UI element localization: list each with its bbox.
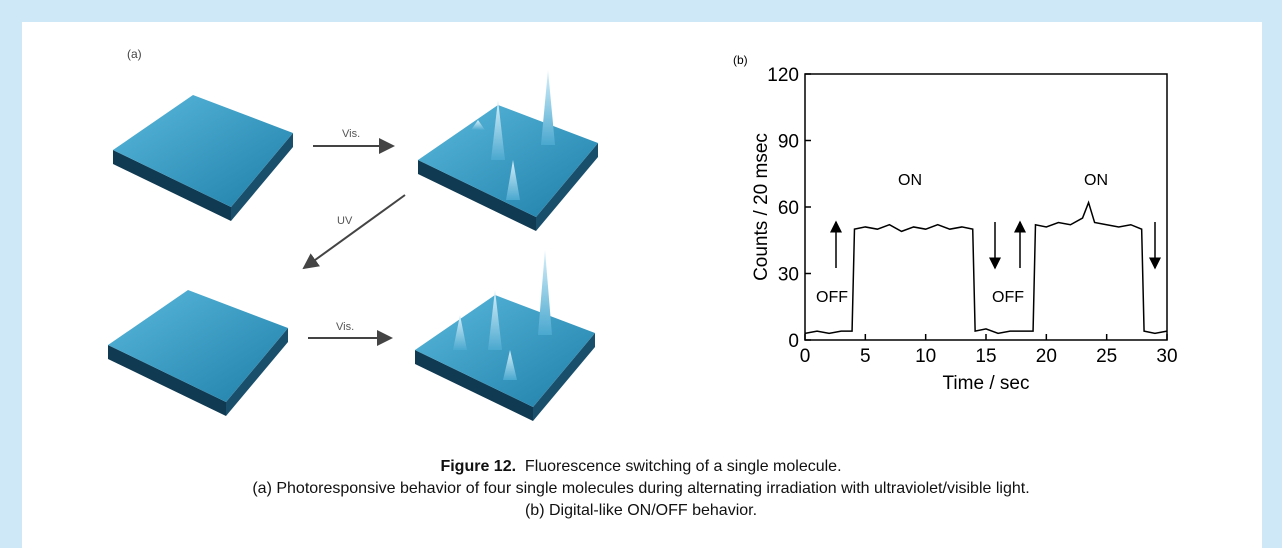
arrow-label: UV (337, 215, 353, 227)
surface-side (418, 160, 536, 231)
surface-side (231, 133, 293, 221)
surface-peak (471, 120, 485, 130)
x-axis-label: Time / sec (943, 373, 1030, 394)
x-tick-label: 5 (860, 346, 871, 367)
x-tick-label: 20 (1036, 346, 1057, 367)
signal-trace (804, 200, 1168, 335)
surface (108, 290, 288, 402)
surface-side (533, 333, 595, 421)
surface-peak (491, 100, 505, 160)
figure-number: Figure 12. (440, 458, 517, 475)
surface-side (113, 150, 231, 221)
chart: (b) 0 30 60 90 120 0 5 10 15 20 25 30 Time / sec Count… (733, 53, 1178, 394)
surface-peak (506, 160, 520, 200)
y-tick-label: 90 (778, 132, 799, 153)
state-label: OFF (992, 289, 1024, 306)
arrow (302, 194, 406, 270)
surface-peak (503, 350, 517, 380)
surface (418, 105, 598, 217)
surface-peak (541, 70, 555, 145)
state-label: ON (1084, 172, 1108, 189)
surface-peak (488, 290, 502, 350)
state-label: OFF (816, 289, 848, 306)
caption-line: (a) Photoresponsive behavior of four sin… (252, 480, 1030, 497)
surface-side (226, 328, 288, 416)
caption-title: Fluorescence switching of a single molec… (524, 458, 842, 475)
x-tick-label: 0 (800, 346, 811, 367)
y-tick-label: 30 (778, 265, 799, 286)
arrow-label: Vis. (336, 321, 354, 333)
caption-title-line: Figure 12. Fluorescence switching of a s… (0, 458, 1282, 476)
panel-label: (a) (127, 47, 142, 61)
panel-label: (b) (733, 53, 748, 67)
surface-peak (453, 315, 467, 350)
y-tick-label: 60 (778, 198, 799, 219)
surface (415, 295, 595, 407)
surface-side (536, 143, 598, 231)
arrow-label: Vis. (342, 128, 360, 140)
y-tick-label: 0 (788, 331, 799, 352)
surface-peak (538, 250, 552, 335)
surface-side (415, 350, 533, 421)
y-axis-label: Counts / 20 msec (751, 133, 772, 281)
surface (113, 95, 293, 207)
x-tick-label: 25 (1096, 346, 1117, 367)
x-tick-label: 30 (1156, 346, 1177, 367)
x-tick-label: 10 (915, 346, 936, 367)
plot-frame (804, 73, 1168, 341)
surfaces (108, 70, 598, 421)
state-label: ON (898, 172, 922, 189)
y-tick-label: 120 (767, 65, 799, 86)
surface-side (108, 345, 226, 416)
caption-line: (b) Digital-like ON/OFF behavior. (524, 502, 758, 519)
x-tick-label: 15 (975, 346, 996, 367)
